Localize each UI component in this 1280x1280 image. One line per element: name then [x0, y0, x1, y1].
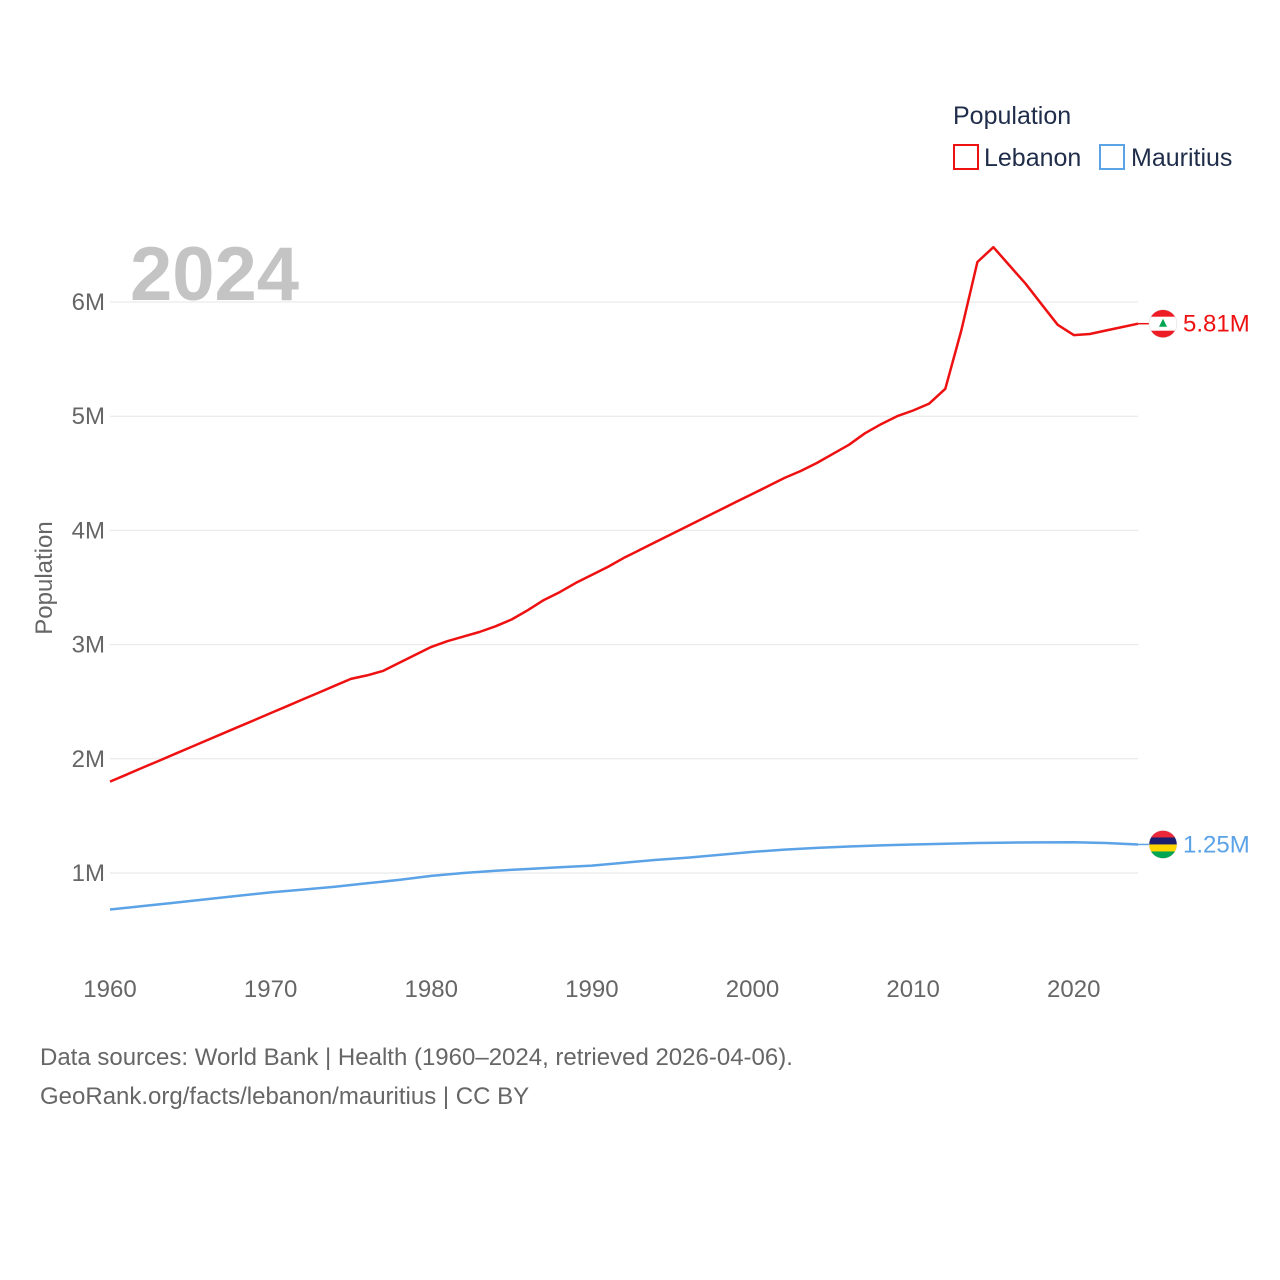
series-lines [109, 245, 1139, 911]
year-watermark: 2024 [130, 232, 299, 317]
end-label-lebanon: 5.81M [1183, 311, 1250, 338]
lebanon-flag-icon [1148, 309, 1178, 338]
y-axis-label: Population [31, 521, 58, 634]
legend-item-lebanon[interactable]: Lebanon [953, 144, 1081, 172]
footer-sources: Data sources: World Bank | Health (1960–… [40, 1044, 793, 1071]
x-tick-label: 1960 [83, 976, 136, 1003]
mauritius-flag-icon [1148, 830, 1178, 859]
series-line-mauritius[interactable] [109, 840, 1139, 911]
end-label-mauritius: 1.25M [1183, 831, 1250, 858]
population-chart: 2024 1M 2M 3M 4M 5M 6M 1960 1970 1980 1990 2000 20… [31, 102, 1250, 1003]
x-tick-label: 1980 [405, 976, 458, 1003]
legend-item-mauritius[interactable]: Mauritius [1099, 144, 1232, 172]
y-tick-label: 1M [72, 860, 105, 887]
end-labels: 5.81M 1.25M [1138, 309, 1250, 859]
y-axis-ticks: 1M 2M 3M 4M 5M 6M [72, 289, 105, 887]
x-tick-label: 2020 [1047, 976, 1100, 1003]
series-line-lebanon[interactable] [109, 245, 1139, 783]
x-tick-label: 1990 [565, 976, 618, 1003]
y-tick-label: 6M [72, 289, 105, 316]
legend-swatch-mauritius [1099, 144, 1125, 170]
legend-title: Population [953, 102, 1071, 130]
legend-label-mauritius: Mauritius [1131, 144, 1232, 172]
legend-label-lebanon: Lebanon [984, 144, 1081, 172]
x-tick-label: 2010 [886, 976, 939, 1003]
x-tick-label: 2000 [726, 976, 779, 1003]
y-tick-label: 2M [72, 746, 105, 773]
x-tick-label: 1970 [244, 976, 297, 1003]
y-tick-label: 5M [72, 403, 105, 430]
legend-swatch-lebanon [953, 144, 979, 170]
grid-lines [110, 301, 1138, 874]
y-tick-label: 3M [72, 632, 105, 659]
footer-credit: GeoRank.org/facts/lebanon/mauritius | CC… [40, 1083, 530, 1110]
x-axis-ticks: 1960 1970 1980 1990 2000 2010 2020 [83, 976, 1100, 1003]
legend: Population Lebanon Mauritius [953, 102, 1232, 172]
y-tick-label: 4M [72, 517, 105, 544]
